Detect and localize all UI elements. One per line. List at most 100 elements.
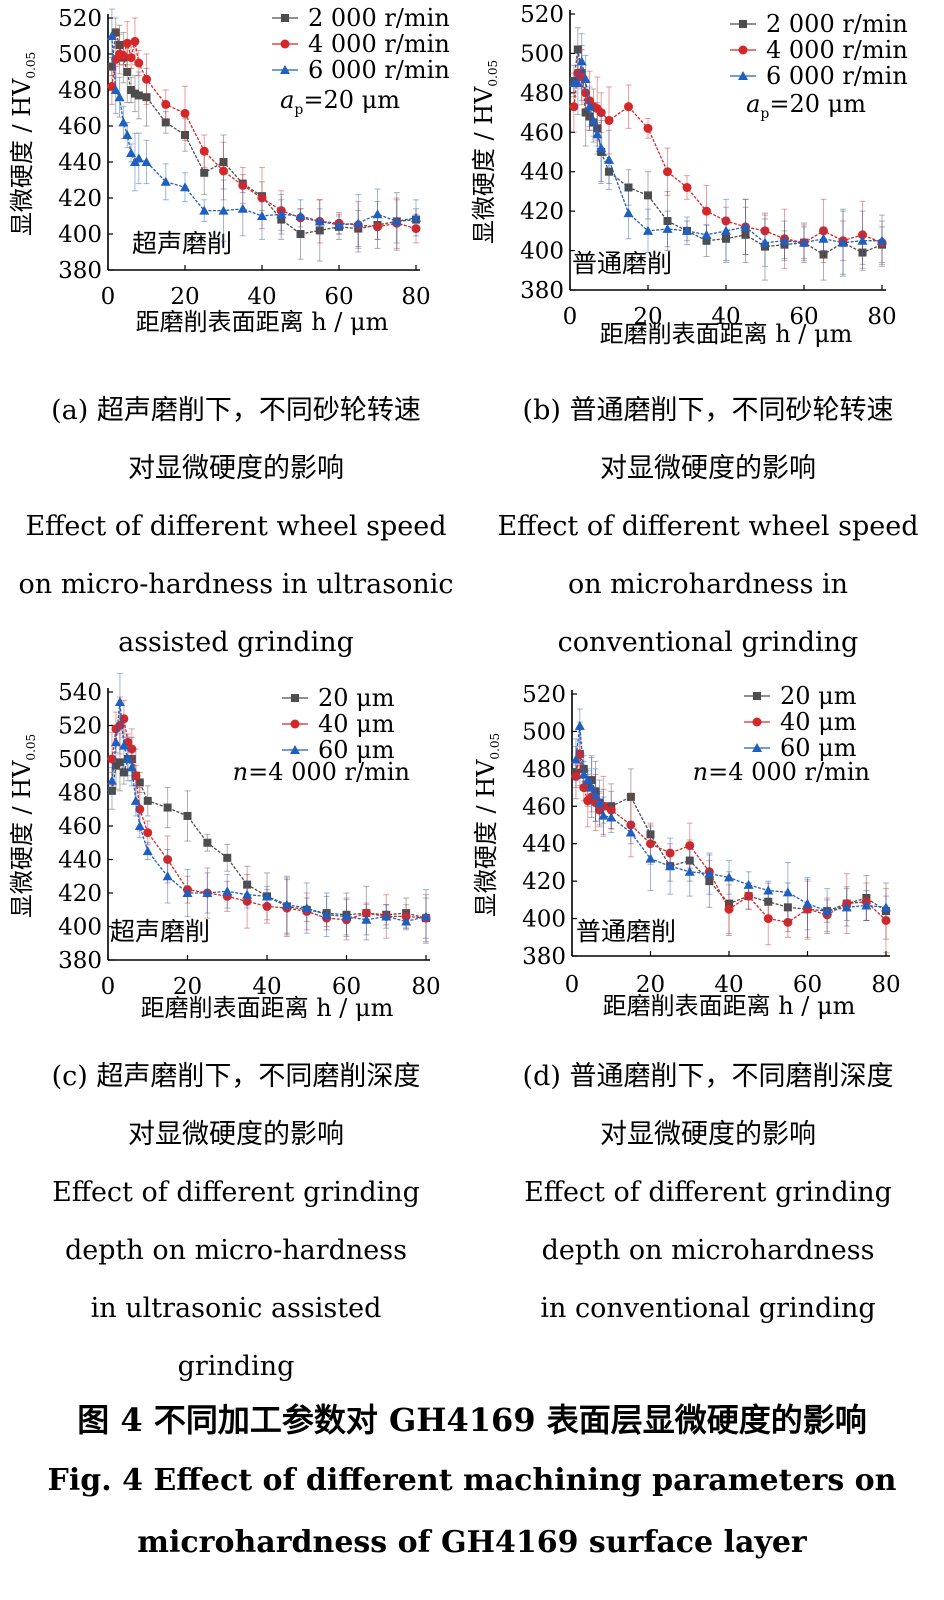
- x-axis-label: 距磨削表面距离 h / μm: [600, 320, 853, 348]
- data-point: [161, 99, 171, 109]
- data-point: [111, 28, 120, 37]
- data-point: [296, 230, 305, 238]
- data-point: [721, 216, 731, 226]
- y-tick-label: 480: [522, 757, 566, 783]
- data-point: [596, 143, 607, 153]
- series-line: [111, 702, 427, 923]
- caption-a-en-1: Effect of different wheel speed: [25, 511, 447, 542]
- data-point: [625, 827, 636, 837]
- data-point: [598, 810, 609, 820]
- data-point: [202, 888, 213, 897]
- x-tick-label: 60: [789, 304, 818, 330]
- data-point: [421, 911, 431, 921]
- legend-marker: [738, 71, 748, 80]
- x-tick-label: 20: [633, 304, 662, 330]
- data-point: [646, 830, 655, 839]
- data-point: [295, 211, 306, 220]
- caption-b: (b) 普通磨削下，不同砂轮转速 对显微硬度的影响 Effect of diff…: [472, 382, 944, 672]
- data-point: [106, 31, 117, 40]
- data-point: [881, 915, 891, 925]
- caption-d-cn2: 对显微硬度的影响: [600, 1119, 816, 1150]
- x-tick-label: 40: [252, 974, 281, 1000]
- data-point: [663, 217, 672, 225]
- data-point: [580, 74, 591, 84]
- y-tick-label: 460: [58, 114, 102, 140]
- data-point: [838, 237, 848, 247]
- legend-marker: [290, 745, 300, 754]
- y-axis-label: 显微硬度 / HV0.05: [8, 52, 38, 236]
- data-point: [606, 805, 616, 815]
- data-point: [114, 92, 125, 102]
- data-point: [281, 899, 292, 909]
- chart-panel-d: 380 400 420 440 460 480 500 520 0 20 40 60 80 距磨削表面距离…: [472, 672, 944, 1036]
- data-point: [743, 879, 754, 889]
- legend-marker: [738, 45, 748, 55]
- data-point: [127, 755, 136, 763]
- data-point: [571, 771, 581, 781]
- legend-marker: [739, 20, 747, 28]
- chart-d-svg: 380 400 420 440 460 480 500 520 0 20 40 60 80 距磨削表面距离…: [472, 682, 901, 1020]
- data-point: [180, 182, 190, 192]
- data-point: [130, 795, 141, 805]
- chart-c-svg: 380 400 420 440 460 480 500 520 540 0 20 40 60 80 距磨削表…: [8, 673, 441, 1022]
- data-point: [381, 911, 392, 921]
- data-point: [199, 205, 210, 215]
- legend-label: 20 μm: [780, 682, 857, 710]
- data-point: [724, 872, 734, 882]
- caption-b-en-1: Effect of different wheel speed: [497, 511, 919, 542]
- data-point: [334, 220, 344, 229]
- caption-a-en-3: assisted grinding: [118, 627, 354, 658]
- data-point: [126, 762, 137, 772]
- y-tick-label: 500: [522, 719, 566, 745]
- data-point: [760, 237, 770, 247]
- legend-label: 20 μm: [318, 684, 395, 712]
- data-point: [262, 901, 272, 911]
- data-point: [203, 838, 212, 847]
- data-point: [592, 129, 603, 139]
- x-tick-label: 0: [101, 284, 116, 310]
- y-tick-label: 460: [522, 794, 566, 820]
- data-point: [594, 797, 605, 807]
- data-point: [122, 130, 133, 139]
- caption-a-cn2: 对显微硬度的影响: [128, 453, 344, 484]
- data-point: [744, 891, 754, 901]
- x-tick-label: 20: [170, 284, 199, 310]
- data-point: [341, 911, 352, 921]
- data-point: [783, 903, 792, 912]
- data-point: [605, 167, 613, 176]
- data-point: [142, 74, 151, 84]
- data-point: [572, 78, 583, 87]
- data-point: [764, 897, 773, 906]
- caption-d-cn: (d) 普通磨削下，不同磨削深度: [522, 1061, 894, 1092]
- data-point: [596, 108, 606, 118]
- caption-c-cn: (c) 超声磨削下，不同磨削深度: [51, 1061, 421, 1092]
- legend-label: 40 μm: [780, 708, 857, 736]
- data-point: [130, 36, 140, 46]
- legend-marker: [281, 14, 289, 22]
- data-point: [218, 205, 229, 215]
- x-tick-label: 0: [101, 974, 116, 1000]
- data-point: [702, 236, 711, 245]
- data-point: [114, 697, 125, 707]
- x-tick-label: 0: [565, 972, 580, 998]
- y-tick-label: 480: [520, 81, 564, 107]
- caption-b-en-2: on microhardness in: [567, 569, 849, 600]
- y-axis-label: 显微硬度 / HV0.05: [470, 60, 500, 244]
- figure-title-en: Fig. 4 Effect of different machining par…: [0, 1450, 944, 1574]
- data-point: [401, 911, 411, 921]
- chart-a-svg: 380 400 420 440 460 480 500 520 0 20 40 60 80 距磨削表面距离…: [8, 4, 450, 336]
- data-point: [682, 182, 692, 192]
- data-point: [858, 248, 867, 257]
- data-point: [573, 45, 582, 54]
- data-point: [373, 222, 382, 232]
- x-axis-label: 距磨削表面距离 h / μm: [136, 308, 389, 336]
- data-point: [141, 157, 152, 166]
- data-point: [802, 898, 813, 908]
- data-point: [411, 212, 421, 222]
- data-point: [725, 899, 733, 908]
- data-point: [301, 903, 312, 913]
- data-point: [123, 68, 132, 76]
- method-annotation: 超声磨削: [110, 917, 210, 946]
- data-point: [142, 846, 153, 856]
- legend-marker: [280, 65, 290, 74]
